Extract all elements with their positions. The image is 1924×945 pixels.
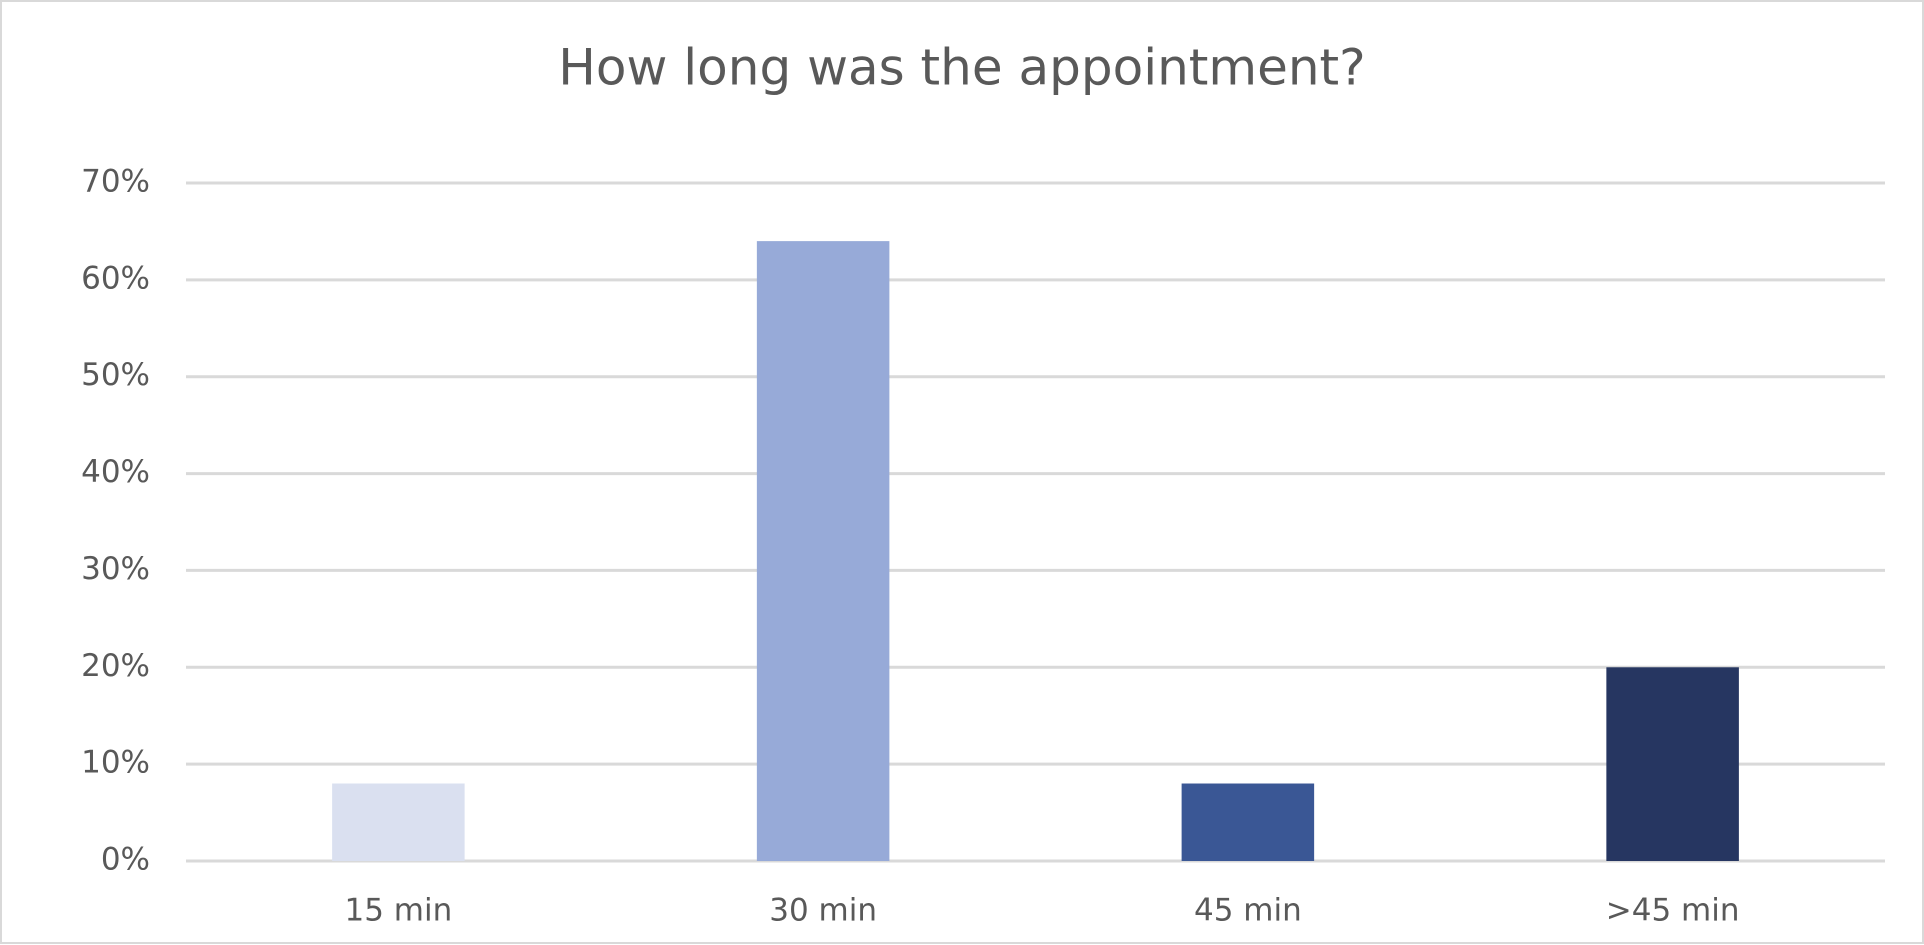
y-tick-label: 60% [81, 260, 150, 296]
y-tick-label: 30% [81, 551, 150, 587]
y-tick-label: 70% [81, 164, 150, 200]
y-tick-label: 10% [81, 745, 150, 781]
chart-title: How long was the appointment? [558, 39, 1365, 97]
bar [332, 783, 465, 861]
y-tick-label: 20% [81, 648, 150, 684]
y-tick-label: 0% [101, 842, 150, 878]
x-tick-label: 30 min [769, 893, 877, 929]
y-tick-label: 50% [81, 357, 150, 393]
bar [1606, 667, 1739, 861]
x-tick-label: 15 min [344, 893, 452, 929]
x-tick-label: 45 min [1194, 893, 1302, 929]
x-tick-label: >45 min [1606, 893, 1740, 929]
bar [756, 241, 890, 862]
bar [1181, 783, 1315, 861]
y-tick-label: 40% [81, 454, 150, 490]
